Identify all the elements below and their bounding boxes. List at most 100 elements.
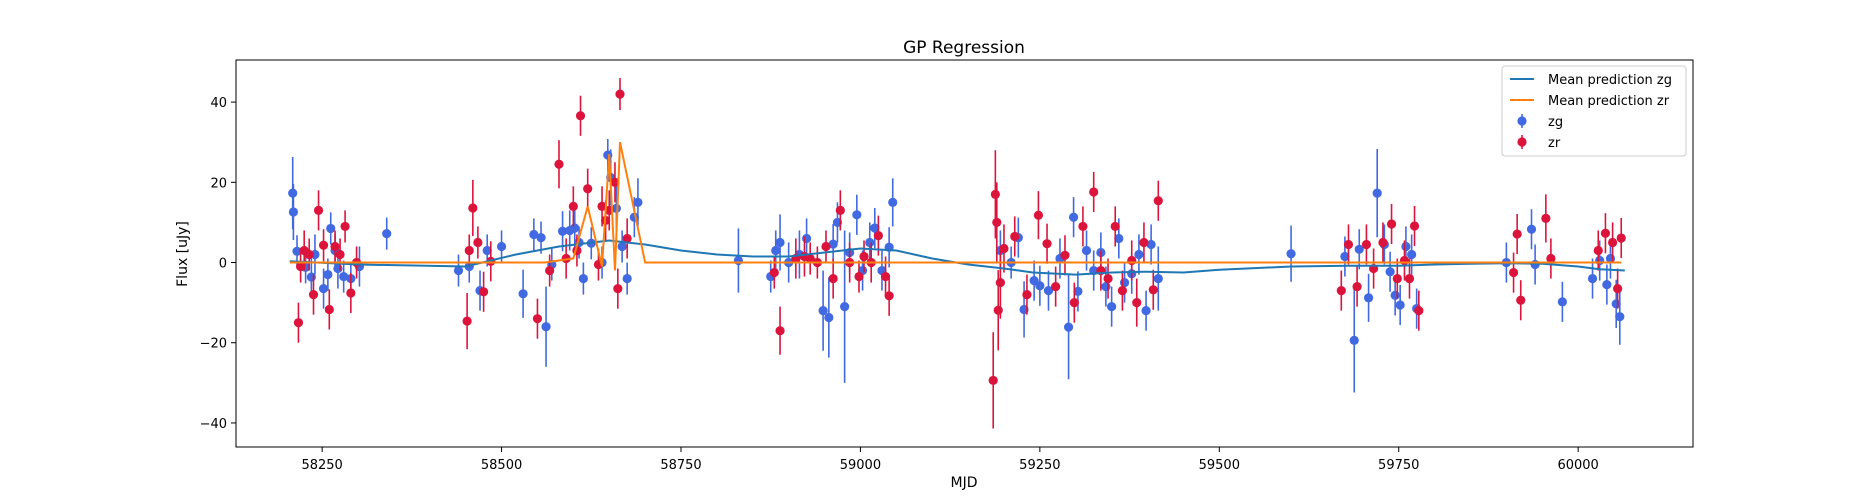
data-point bbox=[333, 263, 343, 274]
line-mean-prediction-zr bbox=[289, 141, 1622, 271]
data-point bbox=[1407, 249, 1417, 260]
y-tick-label: 0 bbox=[219, 257, 227, 272]
series-zr bbox=[293, 78, 1626, 429]
data-point bbox=[1595, 255, 1605, 266]
data-point bbox=[995, 277, 1005, 288]
data-point bbox=[888, 197, 898, 207]
data-point bbox=[613, 283, 623, 294]
data-point bbox=[1363, 293, 1374, 303]
data-point bbox=[801, 233, 812, 244]
data-point bbox=[1127, 255, 1137, 266]
data-point bbox=[554, 159, 564, 169]
data-point bbox=[1526, 224, 1537, 234]
data-point bbox=[1286, 249, 1296, 259]
data-point bbox=[1089, 187, 1099, 197]
data-point bbox=[1043, 285, 1054, 296]
data-point bbox=[583, 184, 593, 194]
data-point bbox=[617, 241, 627, 252]
data-point bbox=[1508, 267, 1519, 278]
data-point bbox=[1107, 302, 1117, 312]
data-point bbox=[1512, 229, 1522, 239]
data-point bbox=[852, 210, 862, 220]
data-point bbox=[999, 243, 1009, 254]
data-point bbox=[308, 290, 319, 300]
data-point bbox=[988, 375, 998, 386]
data-point bbox=[1139, 237, 1149, 248]
data-point bbox=[1132, 298, 1142, 308]
data-point bbox=[1035, 281, 1045, 291]
data-point bbox=[1033, 210, 1044, 220]
data-point bbox=[775, 237, 785, 248]
data-point bbox=[293, 318, 304, 328]
data-point bbox=[1516, 295, 1526, 305]
x-axis: 58250 58500 58750 59000 59250 59500 59750 60000 bbox=[301, 447, 1599, 473]
data-point bbox=[568, 201, 578, 211]
data-point bbox=[545, 265, 555, 276]
x-tick-label: 60000 bbox=[1557, 458, 1598, 473]
data-point bbox=[464, 245, 474, 256]
x-axis-label: MJD bbox=[951, 475, 978, 491]
y-tick-label: −20 bbox=[200, 337, 227, 352]
legend-label: zg bbox=[1548, 115, 1563, 130]
data-point bbox=[1343, 239, 1354, 250]
data-point bbox=[1042, 239, 1052, 249]
data-point bbox=[575, 111, 586, 121]
data-point bbox=[1060, 250, 1070, 260]
data-point bbox=[865, 237, 875, 248]
x-tick-label: 58250 bbox=[301, 458, 342, 473]
data-point bbox=[1146, 239, 1156, 250]
data-point bbox=[462, 316, 472, 326]
data-point bbox=[990, 189, 1000, 199]
data-point bbox=[733, 255, 744, 266]
data-point bbox=[1114, 233, 1124, 244]
data-point bbox=[1010, 231, 1020, 242]
data-point bbox=[578, 273, 588, 284]
legend-marker-swatch bbox=[1517, 137, 1527, 147]
data-point bbox=[828, 239, 838, 249]
legend: Mean prediction zg Mean prediction zr zg zr bbox=[1501, 65, 1687, 157]
data-point bbox=[633, 197, 643, 207]
data-point bbox=[1068, 212, 1079, 222]
plot-area bbox=[288, 78, 1626, 429]
data-point bbox=[828, 273, 838, 284]
data-point bbox=[340, 221, 350, 232]
data-point bbox=[1110, 221, 1120, 232]
data-point bbox=[1073, 286, 1083, 296]
data-point bbox=[1378, 237, 1388, 248]
data-point bbox=[479, 287, 489, 297]
data-point bbox=[326, 223, 336, 234]
data-point bbox=[292, 246, 302, 256]
data-point bbox=[346, 288, 356, 298]
y-axis: −40 −20 0 20 40 bbox=[200, 96, 236, 432]
x-tick-label: 58750 bbox=[660, 458, 701, 473]
data-point bbox=[870, 223, 880, 233]
line-mean-prediction-zg bbox=[289, 239, 1625, 276]
data-point bbox=[597, 201, 607, 211]
data-point bbox=[1602, 279, 1612, 290]
data-point bbox=[532, 314, 543, 324]
data-point bbox=[1101, 281, 1111, 292]
data-point bbox=[335, 249, 345, 260]
legend-label: Mean prediction zr bbox=[1548, 94, 1670, 109]
data-point bbox=[1134, 249, 1144, 260]
data-point bbox=[1352, 281, 1362, 292]
data-point bbox=[1022, 290, 1032, 300]
data-point bbox=[1361, 239, 1372, 250]
data-point bbox=[1354, 244, 1364, 254]
data-point bbox=[295, 261, 306, 272]
y-tick-label: 40 bbox=[210, 96, 227, 111]
data-point bbox=[1349, 335, 1359, 345]
data-point bbox=[771, 245, 781, 256]
data-point bbox=[818, 306, 828, 316]
legend-label: Mean prediction zg bbox=[1548, 73, 1672, 88]
data-point bbox=[1153, 196, 1163, 206]
data-point bbox=[1141, 306, 1151, 316]
data-point bbox=[824, 312, 834, 323]
data-point bbox=[880, 271, 891, 282]
data-point bbox=[1063, 322, 1074, 332]
x-tick-label: 58500 bbox=[481, 458, 522, 473]
data-point bbox=[1615, 312, 1625, 322]
data-point bbox=[1600, 228, 1611, 238]
data-point bbox=[570, 223, 580, 233]
y-axis-label: Flux [uJy] bbox=[175, 221, 191, 287]
